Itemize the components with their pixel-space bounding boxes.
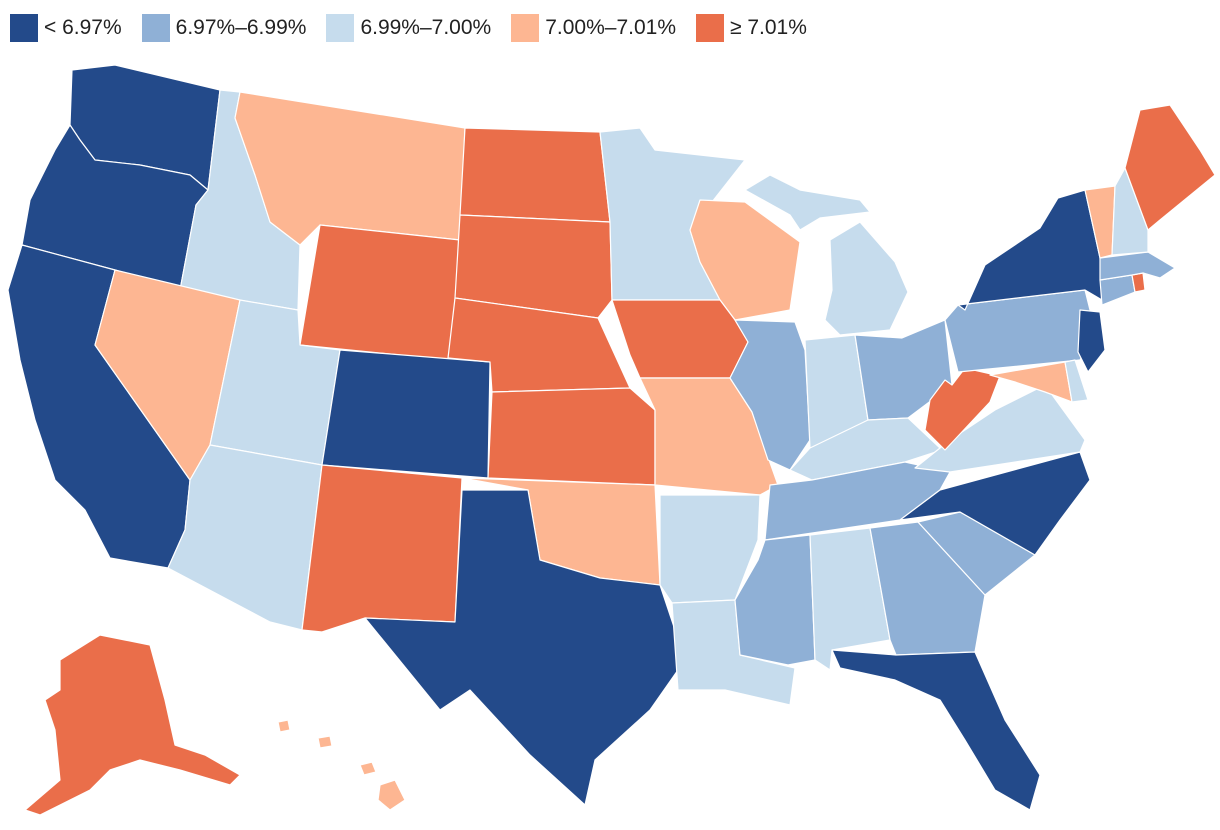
legend-item-gte-701: ≥ 7.01% — [696, 14, 807, 42]
state-tn[interactable] — [764, 461, 951, 541]
legend-label: < 6.97% — [44, 16, 122, 39]
state-co[interactable] — [321, 349, 491, 479]
state-mt[interactable] — [234, 91, 466, 246]
legend-item-697-699: 6.97%–6.99% — [141, 14, 307, 42]
legend-swatch — [696, 14, 724, 42]
state-wv[interactable] — [924, 367, 1001, 451]
state-sd[interactable] — [454, 214, 613, 319]
state-hi-maui[interactable] — [359, 761, 377, 776]
legend-swatch — [10, 14, 38, 42]
legend-label: 7.00%–7.01% — [545, 16, 676, 39]
state-nc[interactable] — [899, 451, 1091, 556]
state-tx[interactable] — [364, 489, 686, 806]
legend-swatch — [511, 14, 540, 42]
state-pa[interactable] — [944, 289, 1096, 373]
legend-swatch — [326, 14, 355, 42]
legend-label: ≥ 7.01% — [730, 16, 807, 39]
state-de[interactable] — [1064, 359, 1089, 403]
state-nd[interactable] — [459, 127, 611, 223]
state-ks[interactable] — [487, 387, 656, 486]
state-fl[interactable] — [831, 649, 1041, 811]
state-il[interactable] — [729, 319, 811, 471]
legend-item-700-701: 7.00%–7.01% — [511, 14, 676, 42]
state-me[interactable] — [1124, 104, 1216, 231]
legend-label: 6.99%–7.00% — [360, 16, 492, 39]
state-ia[interactable] — [611, 299, 749, 379]
state-md[interactable] — [989, 361, 1073, 403]
state-mi[interactable] — [824, 221, 909, 336]
state-hi-kauai[interactable] — [277, 719, 291, 733]
state-nj[interactable] — [1077, 309, 1106, 373]
state-nh[interactable] — [1111, 167, 1149, 256]
state-mi-up[interactable] — [744, 174, 871, 231]
state-ri[interactable] — [1131, 272, 1146, 293]
state-ak[interactable] — [24, 634, 241, 816]
state-wy[interactable] — [299, 224, 461, 361]
state-hi[interactable] — [377, 779, 406, 811]
legend-item-699-700: 6.99%–7.00% — [326, 14, 491, 42]
legend: < 6.97% 6.97%–6.99% 6.99%–7.00% 7.00%–7.… — [10, 12, 827, 44]
legend-item-lt-697: < 6.97% — [10, 14, 122, 42]
state-ma[interactable] — [1099, 251, 1176, 281]
state-hi-oahu[interactable] — [317, 735, 333, 749]
legend-label: 6.97%–6.99% — [175, 16, 307, 39]
state-nm[interactable] — [301, 464, 463, 633]
legend-swatch — [141, 14, 170, 42]
